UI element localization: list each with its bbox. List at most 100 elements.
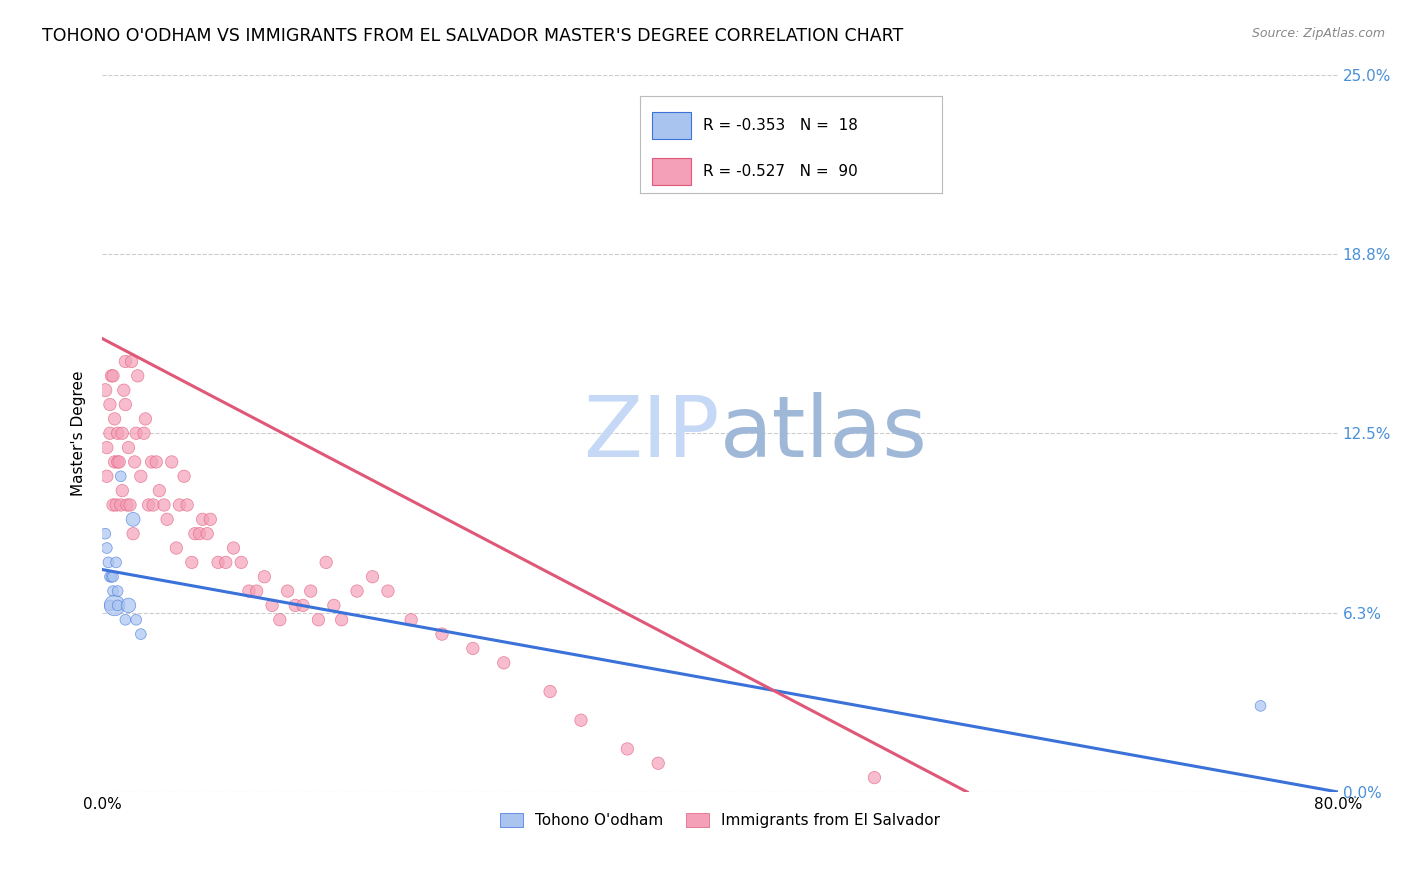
Point [134, 412, 156, 426]
Point [176, 498, 198, 512]
Point [100, 570, 122, 584]
Point [129, 627, 152, 641]
Point [98, 426, 121, 441]
Point [101, 584, 124, 599]
Point [112, 383, 135, 397]
Text: Source: ZipAtlas.com: Source: ZipAtlas.com [1251, 27, 1385, 40]
Point [98, 599, 121, 613]
Point [160, 455, 183, 469]
Point [173, 469, 195, 483]
Point [142, 498, 165, 512]
Point [114, 354, 136, 368]
Point [111, 483, 134, 498]
Point [180, 555, 202, 569]
Point [299, 584, 322, 599]
Point [129, 469, 152, 483]
Point [207, 555, 229, 569]
Point [118, 498, 141, 512]
Point [346, 584, 368, 599]
Y-axis label: Master's Degree: Master's Degree [72, 370, 86, 496]
Point [145, 455, 167, 469]
Point [98, 570, 121, 584]
Point [269, 613, 291, 627]
Point [101, 368, 124, 383]
Point [101, 570, 124, 584]
Point [253, 570, 276, 584]
Point [115, 498, 138, 512]
Point [246, 584, 269, 599]
Point [277, 584, 299, 599]
Point [122, 526, 145, 541]
Point [284, 599, 307, 613]
Point [647, 756, 669, 771]
Point [184, 526, 207, 541]
Point [96, 469, 118, 483]
Point [107, 426, 129, 441]
Point [124, 455, 146, 469]
Point [111, 426, 134, 441]
Point [94, 383, 117, 397]
Point [231, 555, 253, 569]
Point [238, 584, 260, 599]
Point [315, 555, 337, 569]
Point [188, 526, 211, 541]
Point [222, 541, 245, 555]
Point [117, 599, 139, 613]
Point [153, 498, 176, 512]
Text: TOHONO O'ODHAM VS IMMIGRANTS FROM EL SALVADOR MASTER'S DEGREE CORRELATION CHART: TOHONO O'ODHAM VS IMMIGRANTS FROM EL SAL… [42, 27, 904, 45]
Point [103, 412, 125, 426]
Point [148, 483, 170, 498]
Point [108, 455, 131, 469]
Point [538, 684, 561, 698]
Point [101, 498, 124, 512]
Point [107, 584, 129, 599]
Point [492, 656, 515, 670]
Point [169, 498, 191, 512]
Point [105, 555, 128, 569]
Point [97, 555, 120, 569]
Point [322, 599, 344, 613]
Point [127, 368, 149, 383]
Point [138, 498, 160, 512]
Point [114, 613, 136, 627]
Point [132, 426, 155, 441]
Point [156, 512, 179, 526]
Point [125, 613, 148, 627]
Point [121, 354, 143, 368]
Point [107, 599, 129, 613]
Point [141, 455, 163, 469]
Point [569, 713, 592, 727]
Point [616, 742, 638, 756]
Point [100, 368, 122, 383]
Point [863, 771, 886, 785]
Point [110, 469, 132, 483]
Point [103, 599, 125, 613]
Text: atlas: atlas [720, 392, 928, 475]
Point [361, 570, 384, 584]
Point [291, 599, 314, 613]
Point [461, 641, 484, 656]
Point [125, 426, 148, 441]
Point [110, 498, 132, 512]
Point [94, 526, 117, 541]
Point [122, 512, 145, 526]
Point [165, 541, 187, 555]
Point [98, 398, 121, 412]
Point [96, 441, 118, 455]
Point [195, 526, 218, 541]
Point [105, 498, 128, 512]
Point [107, 455, 129, 469]
Point [307, 613, 329, 627]
Point [96, 541, 118, 555]
Point [114, 398, 136, 412]
Point [330, 613, 353, 627]
Legend: Tohono O'odham, Immigrants from El Salvador: Tohono O'odham, Immigrants from El Salva… [494, 807, 946, 835]
Text: ZIP: ZIP [583, 392, 720, 475]
Point [117, 441, 139, 455]
Point [377, 584, 399, 599]
Point [200, 512, 222, 526]
Point [215, 555, 238, 569]
Point [430, 627, 453, 641]
Point [191, 512, 214, 526]
Point [1250, 698, 1272, 713]
